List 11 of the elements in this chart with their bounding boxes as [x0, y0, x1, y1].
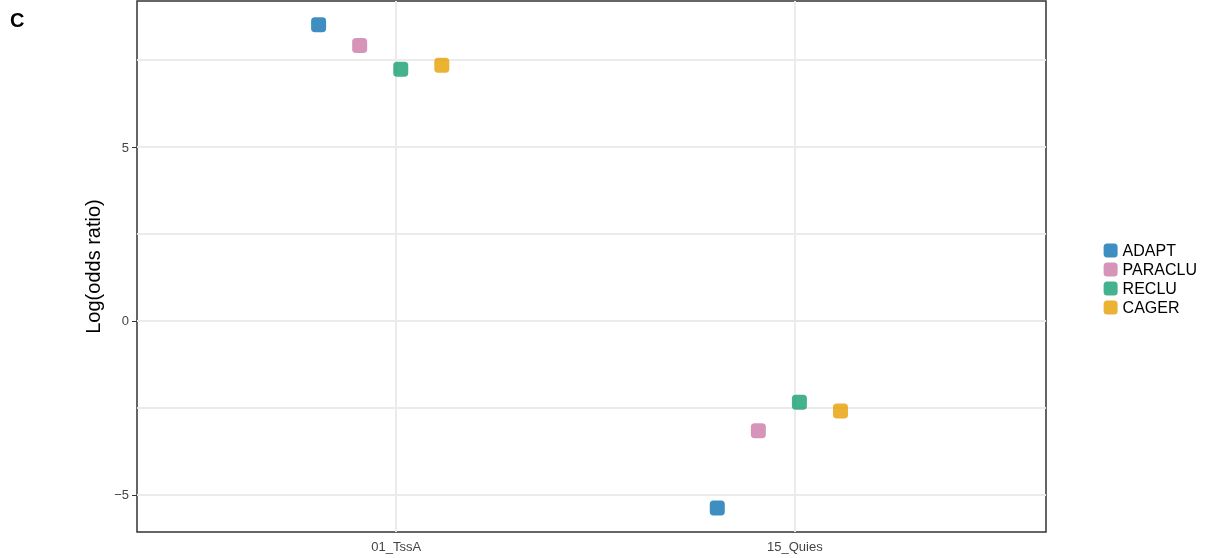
legend-label: RECLU — [1122, 280, 1177, 297]
legend-label: ADAPT — [1122, 242, 1177, 259]
x-tick-label: 01_TssA — [371, 539, 422, 554]
y-tick-label: −5 — [114, 487, 129, 503]
legend-label: CAGER — [1122, 299, 1180, 316]
y-tick-label: 0 — [121, 313, 129, 329]
y-tick-label: 5 — [121, 139, 129, 155]
y-axis-title: Log(odds ratio) — [82, 199, 105, 334]
legend-label: PARACLU — [1122, 261, 1197, 278]
x-tick-label: 15_Quies — [767, 539, 824, 554]
chart-title: C — [10, 9, 25, 31]
